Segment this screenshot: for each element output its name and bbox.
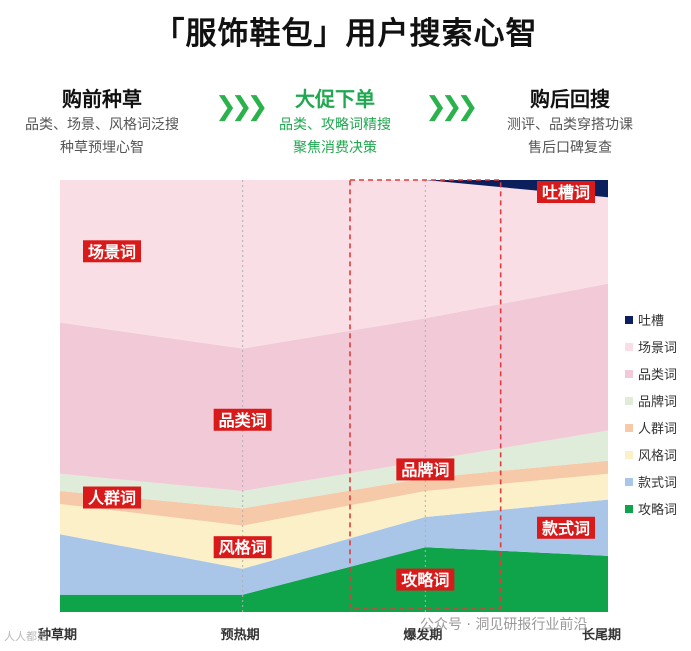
annotation-label: 场景词 [83, 240, 141, 263]
chevron-right-icon: ❯❯❯ [425, 92, 478, 122]
annotation-text: 品牌词 [401, 460, 449, 479]
legend-label: 攻略词 [638, 503, 678, 518]
annotation-label: 攻略词 [396, 568, 455, 591]
legend-item: 风格词 [625, 441, 677, 468]
annotation-label: 款式词 [537, 516, 595, 539]
legend-label: 款式词 [638, 476, 678, 491]
x-tick-label: 预热期 [220, 628, 260, 643]
stage-desc-line1: 品类、攻略词精搜 [279, 117, 391, 133]
annotation-label: 吐槽词 [537, 181, 595, 203]
area-场景词 [60, 180, 608, 349]
area-风格词 [60, 473, 608, 569]
chevron-right-icon: ❯❯❯ [215, 92, 268, 122]
chart-legend: 吐槽场景词品类词品牌词人群词风格词款式词攻略词 [625, 306, 677, 522]
legend-label: 人群词 [638, 422, 678, 437]
stage-title: 购前种草 [62, 87, 142, 111]
legend-label: 风格词 [638, 449, 678, 464]
annotation-text: 吐槽词 [542, 183, 590, 202]
stage-post-purchase: 购后回搜 测评、品类穿搭功课 售后口碑复查 [470, 86, 670, 158]
annotation-text: 款式词 [542, 519, 590, 538]
legend-item: 款式词 [625, 468, 677, 495]
annotation-label: 品牌词 [396, 458, 455, 481]
stage-desc-line1: 测评、品类穿搭功课 [507, 117, 633, 133]
x-tick-label: 长尾期 [582, 628, 622, 643]
area-攻略词 [60, 547, 608, 612]
stage-pre-purchase: 购前种草 品类、场景、风格词泛搜 种草预埋心智 [2, 86, 202, 158]
legend-label: 品类词 [638, 368, 678, 383]
legend-swatch [625, 504, 633, 513]
legend-label: 吐槽 [638, 314, 665, 329]
legend-item: 吐槽 [625, 306, 677, 333]
x-tick-label: 种草期 [38, 628, 78, 643]
stage-promotion: 大促下单 品类、攻略词精搜 聚焦消费决策 [235, 86, 435, 158]
annotation-text: 品类词 [219, 411, 267, 430]
stage-desc-line2: 种草预埋心智 [60, 140, 144, 156]
legend-swatch [625, 369, 633, 378]
annotation-text: 场景词 [88, 242, 136, 261]
legend-item: 场景词 [625, 333, 677, 360]
annotation-text: 攻略词 [401, 571, 449, 590]
legend-item: 品类词 [625, 360, 677, 387]
watermark: 公众号 · 洞见研报行业前沿 [420, 617, 588, 633]
watermark-left: 人人都是 [4, 630, 48, 643]
annotation-text: 风格词 [219, 538, 267, 557]
legend-item: 人群词 [625, 414, 677, 441]
legend-swatch [625, 396, 633, 405]
legend-item: 攻略词 [625, 495, 677, 522]
area-人群词 [60, 460, 608, 526]
annotation-label: 人群词 [83, 486, 141, 509]
annotation-text: 人群词 [88, 489, 136, 508]
annotation-label: 品类词 [213, 408, 272, 431]
stage-desc-line2: 售后口碑复查 [528, 140, 612, 156]
legend-swatch [625, 315, 633, 324]
legend-item: 品牌词 [625, 387, 677, 414]
stage-desc-line2: 聚焦消费决策 [293, 140, 377, 156]
stage-desc-line1: 品类、场景、风格词泛搜 [25, 117, 179, 133]
stage-title: 购后回搜 [530, 87, 610, 111]
annotation-label: 风格词 [213, 536, 272, 559]
stage-title: 大促下单 [295, 87, 375, 111]
page-title: 「服饰鞋包」用户搜索心智 [153, 16, 538, 52]
area-品类词 [60, 283, 608, 492]
legend-swatch [625, 423, 633, 432]
legend-label: 场景词 [638, 341, 678, 356]
area-品牌词 [60, 430, 608, 509]
legend-swatch [625, 342, 633, 351]
legend-swatch [625, 477, 633, 486]
legend-swatch [625, 450, 633, 459]
legend-label: 品牌词 [638, 395, 678, 410]
highlight-box [349, 179, 502, 609]
area-款式词 [60, 499, 608, 595]
x-tick-label: 爆发期 [403, 628, 443, 643]
